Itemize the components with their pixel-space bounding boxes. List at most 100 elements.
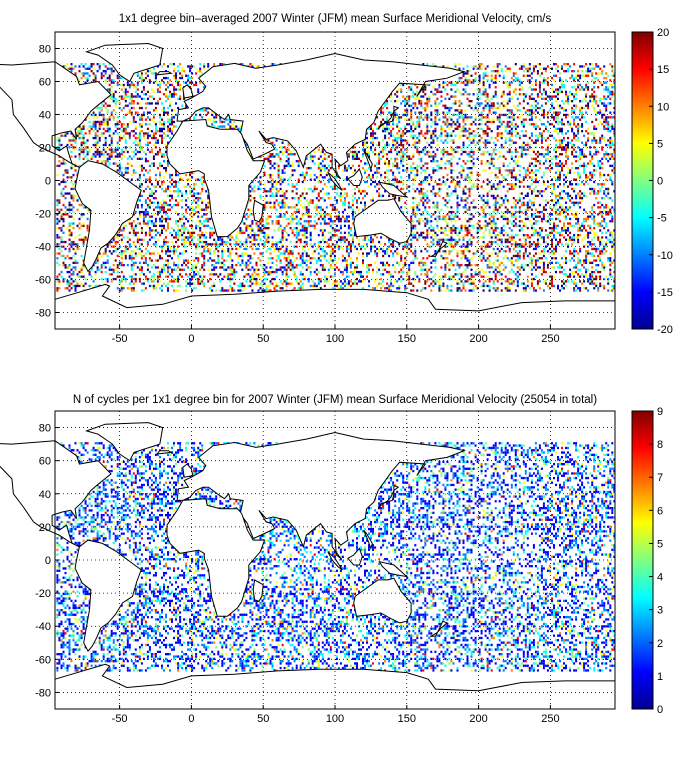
bin-cell	[58, 264, 61, 267]
bin-cell	[203, 284, 206, 288]
bin-cell	[408, 275, 411, 278]
bin-cell	[343, 238, 346, 241]
bin-cell	[154, 234, 157, 237]
bin-cell	[203, 240, 206, 244]
bin-cell	[420, 273, 423, 276]
bin-cell	[197, 197, 200, 200]
bin-cell	[269, 190, 272, 193]
bin-cell	[181, 224, 184, 228]
bin-cell	[221, 261, 224, 265]
bin-cell	[177, 220, 180, 223]
bin-cell	[281, 266, 284, 269]
bin-cell	[213, 282, 216, 285]
bin-cell	[478, 229, 481, 232]
bin-cell	[472, 206, 475, 209]
bin-cell	[265, 250, 268, 253]
bin-cell	[171, 257, 174, 260]
bin-cell	[245, 264, 248, 267]
bin-cell	[275, 220, 278, 223]
bin-cell	[82, 259, 85, 262]
bin-cell	[277, 190, 280, 193]
bin-cell	[303, 206, 306, 209]
bin-cell	[299, 229, 302, 232]
bin-cell	[347, 245, 350, 248]
bin-cell	[444, 180, 447, 184]
bin-cell	[309, 215, 312, 218]
bin-cell	[347, 280, 350, 283]
bin-cell	[335, 201, 338, 204]
bin-cell	[575, 183, 578, 186]
bin-cell	[140, 185, 143, 188]
bin-cell	[536, 282, 539, 285]
bin-cell	[599, 282, 602, 285]
bin-cell	[68, 266, 71, 269]
bin-cell	[106, 254, 109, 258]
bin-cell	[219, 261, 222, 265]
bin-cell	[492, 203, 495, 207]
bin-cell	[203, 247, 206, 251]
bin-cell	[343, 257, 346, 260]
bin-cell	[138, 185, 141, 188]
bin-cell	[394, 194, 397, 198]
bin-cell	[585, 220, 588, 223]
bin-cell	[249, 284, 252, 288]
bin-cell	[551, 282, 554, 285]
bin-cell	[60, 250, 63, 253]
bin-cell	[251, 222, 254, 225]
bin-cell	[502, 185, 505, 188]
bin-cell	[460, 289, 463, 292]
bin-cell	[277, 176, 280, 179]
bin-cell	[573, 250, 576, 253]
bin-cell	[239, 289, 242, 292]
bin-cell	[438, 275, 441, 278]
bin-cell	[400, 259, 403, 262]
bin-cell	[321, 229, 324, 232]
bin-cell	[185, 236, 188, 239]
bin-cell	[205, 245, 208, 248]
bin-cell	[567, 185, 570, 188]
bin-cell	[605, 236, 608, 239]
bin-cell	[335, 245, 338, 248]
bin-cell	[585, 180, 588, 184]
bin-cell	[388, 270, 391, 274]
bin-cell	[337, 257, 340, 260]
bin-cell	[191, 277, 194, 281]
bin-cell	[396, 185, 399, 188]
bin-cell	[438, 194, 441, 198]
bin-cell	[146, 203, 149, 207]
bin-cell	[345, 215, 348, 218]
bin-cell	[597, 224, 600, 228]
bin-cell	[510, 236, 513, 239]
bin-cell	[142, 289, 145, 292]
bin-cell	[231, 273, 234, 276]
bin-cell	[607, 229, 610, 232]
bin-cell	[454, 227, 457, 230]
bin-cell	[165, 275, 168, 278]
bin-cell	[315, 222, 318, 225]
bin-cell	[532, 190, 535, 193]
bin-cell	[199, 238, 202, 241]
bin-cell	[161, 187, 164, 191]
bin-cell	[534, 185, 537, 188]
bin-cell	[442, 215, 445, 218]
bin-cell	[601, 197, 604, 200]
bin-cell	[524, 264, 527, 267]
bin-cell	[406, 210, 409, 214]
bin-cell	[428, 231, 431, 235]
bin-cell	[496, 287, 499, 290]
bin-cell	[374, 234, 377, 237]
bin-cell	[295, 217, 298, 221]
bin-cell	[372, 245, 375, 248]
bin-cell	[508, 250, 511, 253]
bin-cell	[259, 259, 262, 262]
bin-cell	[460, 245, 463, 248]
bin-cell	[285, 224, 288, 228]
bin-cell	[148, 176, 151, 179]
bin-cell	[335, 187, 338, 191]
bin-cell	[247, 224, 250, 228]
bin-cell	[213, 284, 216, 288]
bin-cell	[526, 185, 529, 188]
bin-cell	[474, 185, 477, 188]
bin-cell	[319, 287, 322, 290]
bin-cell	[229, 234, 232, 237]
